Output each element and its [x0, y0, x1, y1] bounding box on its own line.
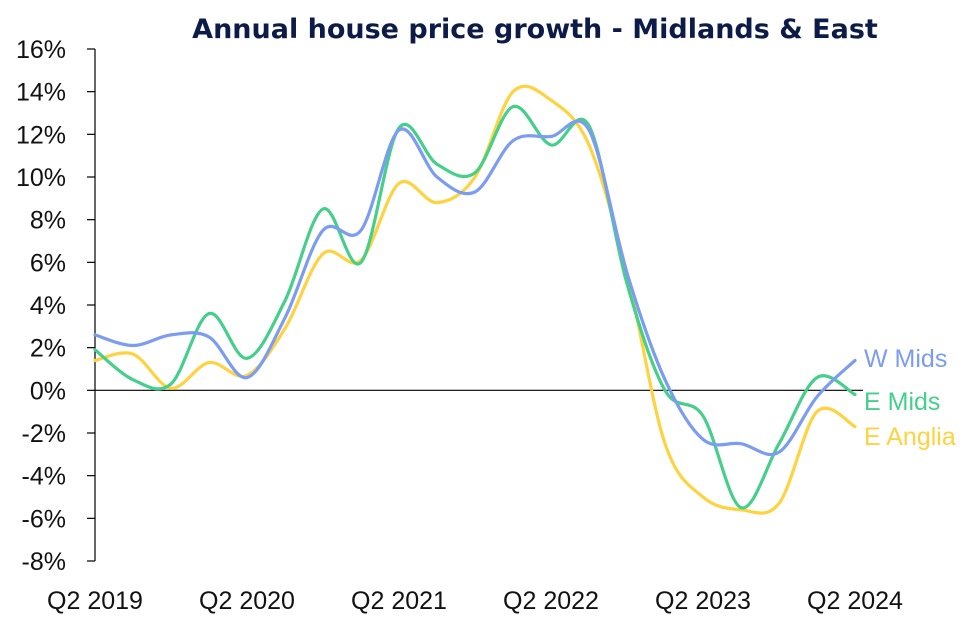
x-tick-label: Q2 2020 — [199, 587, 295, 615]
y-tick-label: -2% — [22, 420, 66, 448]
series-line-e-anglia — [93, 84, 857, 515]
x-tick-label: Q2 2023 — [655, 587, 751, 615]
y-tick-label: 2% — [30, 335, 66, 363]
series-group — [93, 84, 857, 515]
x-tick-label: Q2 2021 — [351, 587, 447, 615]
series-label-e-anglia: E Anglia — [864, 423, 956, 451]
y-tick-label: 6% — [30, 249, 66, 277]
y-tick-label: 12% — [16, 121, 66, 149]
chart-title: Annual house price growth - Midlands & E… — [192, 14, 878, 45]
series-labels: W Mids E Mids E Anglia — [864, 345, 956, 451]
y-tick-label: -4% — [22, 463, 66, 491]
series-label-e-mids: E Mids — [864, 388, 940, 416]
x-tick-label: Q2 2024 — [807, 587, 903, 615]
y-tick-label: 4% — [30, 292, 66, 320]
y-tick-label: 10% — [16, 164, 66, 192]
y-tick-label: 8% — [30, 207, 66, 235]
y-tick-label: -8% — [22, 548, 66, 576]
series-line-e-mids — [93, 104, 857, 510]
y-tick-label: 14% — [16, 79, 66, 107]
y-tick-label: 16% — [16, 36, 66, 64]
y-axis: 16% 14% 12% 10% 8% 6% 4% 2% 0% -2% -4% -6% -8% — [16, 36, 863, 576]
y-tick-label: 0% — [30, 377, 66, 405]
series-label-w-mids: W Mids — [864, 345, 947, 373]
y-tick-label: -6% — [22, 505, 66, 533]
x-axis: Q2 2019 Q2 2020 Q2 2021 Q2 2022 Q2 2023 Q2 20… — [47, 587, 903, 615]
series-line-w-mids — [93, 119, 857, 457]
x-tick-label: Q2 2022 — [503, 587, 599, 615]
x-tick-label: Q2 2019 — [47, 587, 143, 615]
